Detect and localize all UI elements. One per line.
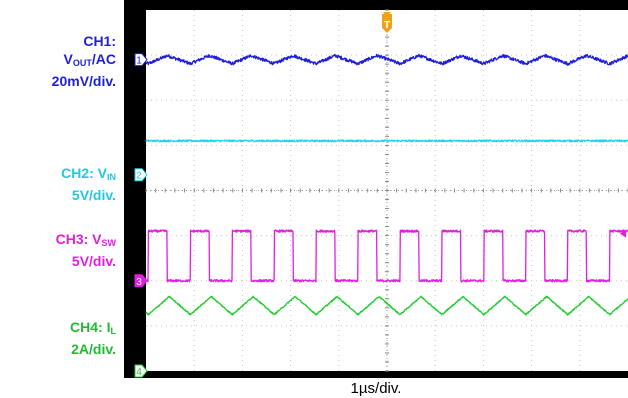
ch3-label-sub: SW <box>101 238 117 248</box>
ch2-label-scale: 5V/div. <box>71 187 116 203</box>
graticule <box>145 9 628 372</box>
trigger-marker-shape <box>382 14 392 33</box>
ground-marker-shape <box>134 168 148 182</box>
ground-marker-shape <box>134 364 148 378</box>
ch2-label-line1: CH2: VIN <box>61 164 116 186</box>
x-axis-label: 1µs/div. <box>350 380 402 397</box>
ch1-label-line2: VOUT/AC <box>52 50 116 72</box>
trigger-marker: T <box>382 12 392 33</box>
ground-marker-shape <box>134 53 148 67</box>
ch4-label-i: CH4: I <box>70 319 111 335</box>
ch3-label-line1: CH3: VSW <box>56 230 116 252</box>
ch3-trace <box>145 229 628 283</box>
scope-plot: 1 2 3 4 T <box>134 9 628 378</box>
ch1-label: CH1: VOUT/AC 20mV/div. <box>52 32 116 90</box>
ch1-label-sub: OUT <box>72 58 92 68</box>
ground-marker-shape <box>134 274 148 288</box>
ch3-label-v: CH3: V <box>55 231 102 247</box>
channel-markers: 1 2 3 4 T <box>134 12 626 378</box>
channel-labels: CH1: VOUT/AC 20mV/div. CH2: VIN 5V/div. … <box>0 0 124 398</box>
ch4-trace <box>145 295 628 316</box>
ch4-label-scale: 2A/div. <box>71 341 116 357</box>
ch4-label-sub: L <box>110 326 117 336</box>
ch1-label-ac: /AC <box>91 51 116 67</box>
trigger-level-arrow <box>620 229 626 238</box>
ch3-ground-marker: 3 <box>134 274 148 288</box>
ch1-ground-marker: 1 <box>134 53 148 67</box>
ground-marker-label: 2 <box>136 171 142 182</box>
ch2-label: CH2: VIN 5V/div. <box>61 164 116 204</box>
ch3-label: CH3: VSW 5V/div. <box>56 230 116 270</box>
ch1-label-line1: CH1: <box>83 33 116 49</box>
ch3-label-scale: 5V/div. <box>71 253 116 269</box>
trigger-position-arrow <box>383 12 391 17</box>
traces <box>145 53 628 316</box>
ground-marker-label: 1 <box>136 56 142 67</box>
ground-marker-label: 3 <box>136 277 142 288</box>
ch1-label-v: V <box>63 51 73 67</box>
ch4-label: CH4: IL 2A/div. <box>70 318 116 358</box>
ground-marker-label: 4 <box>136 367 142 378</box>
ch4-label-line1: CH4: IL <box>70 318 116 340</box>
ch1-trace <box>145 53 628 66</box>
ch2-label-v: CH2: V <box>61 165 107 181</box>
ch2-label-sub: IN <box>107 172 116 182</box>
oscilloscope-screen: 1 2 3 4 T <box>124 0 628 378</box>
ch4-ground-marker: 4 <box>134 364 148 378</box>
ch1-label-scale: 20mV/div. <box>51 73 116 89</box>
ch2-ground-marker: 2 <box>134 168 148 182</box>
trigger-marker-label: T <box>384 20 390 31</box>
ch2-trace <box>145 139 628 143</box>
